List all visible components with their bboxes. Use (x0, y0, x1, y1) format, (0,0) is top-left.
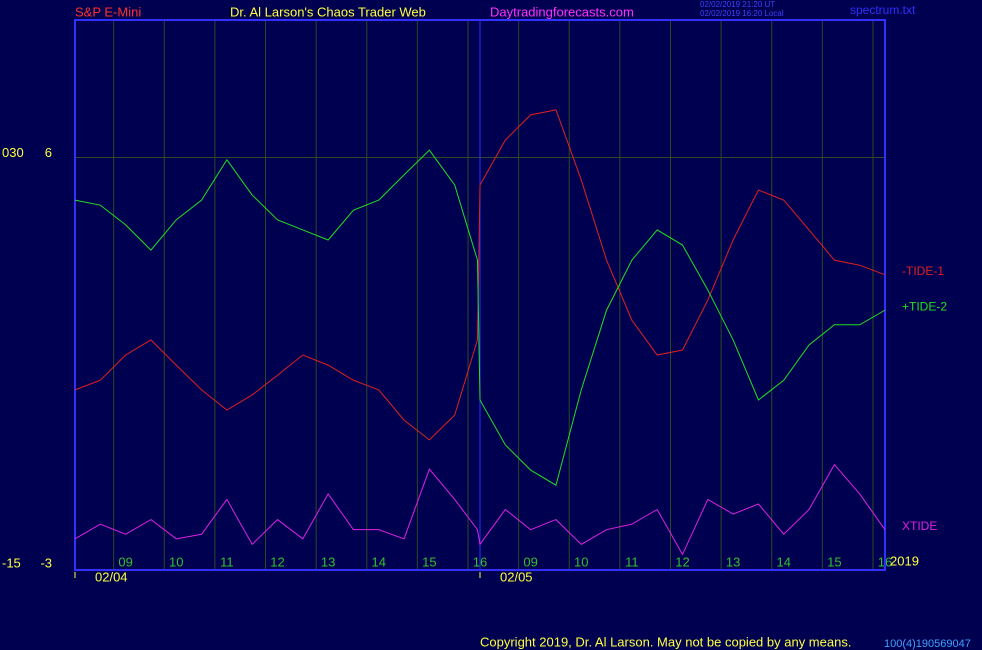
x-tick-label: 10 (169, 554, 183, 569)
y-tick-label: 6 (45, 145, 52, 160)
plot-frame (74, 19, 886, 571)
market-name: S&P E-Mini (75, 4, 141, 19)
y-tick-label: -3 (40, 555, 52, 570)
x-tick-label: 11 (625, 554, 639, 569)
y2-tick-label: -15 (2, 555, 21, 570)
series-line (74, 463, 886, 556)
date-label: 02/05 (500, 569, 533, 584)
x-tick-label: 13 (726, 554, 740, 569)
file-name: spectrum.txt (850, 3, 916, 17)
x-tick-label: 13 (321, 554, 335, 569)
series-line (74, 109, 886, 441)
x-tick-label: 10 (574, 554, 588, 569)
series-line (74, 149, 886, 486)
series-label: -TIDE-1 (902, 264, 944, 278)
series-label: XTIDE (902, 519, 937, 533)
x-tick-label: 14 (372, 554, 386, 569)
timestamp: 02/02/2019 16:20 Local (700, 9, 784, 18)
copyright: Copyright 2019, Dr. Al Larson. May not b… (480, 634, 851, 649)
x-tick-label: 11 (220, 554, 234, 569)
timestamp: 02/02/2019 21:20 UT (700, 0, 775, 9)
chart-title: Dr. Al Larson's Chaos Trader Web (230, 4, 426, 19)
site-name: Daytradingforecasts.com (490, 4, 634, 19)
year-label: 2019 (890, 553, 919, 568)
x-tick-label: 12 (270, 554, 284, 569)
code: 100(4)190569047 (884, 638, 971, 650)
x-tick-label: 14 (777, 554, 791, 569)
series-label: +TIDE-2 (902, 299, 947, 313)
date-label: 02/04 (95, 569, 128, 584)
x-tick-label: 15 (422, 554, 436, 569)
x-tick-label: 12 (675, 554, 689, 569)
x-tick-label: 15 (827, 554, 841, 569)
y2-tick-label: 030 (2, 145, 24, 160)
x-tick-label: 09 (118, 554, 132, 569)
x-tick-label: 09 (523, 554, 537, 569)
